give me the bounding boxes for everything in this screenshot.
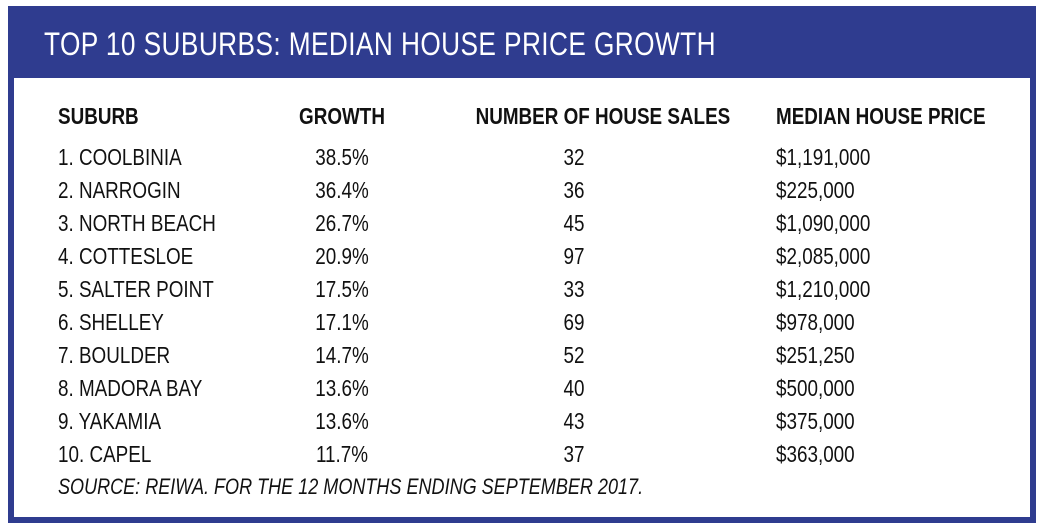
cell-growth: 13.6% xyxy=(315,408,369,434)
cell-growth: 13.6% xyxy=(315,375,369,401)
cell-suburb: 7. BOULDER xyxy=(58,342,171,368)
cell-suburb: 8. MADORA BAY xyxy=(58,375,203,401)
header-suburb: SUBURB xyxy=(58,103,139,129)
cell-price: $500,000 xyxy=(776,375,855,401)
source-note: SOURCE: REIWA. FOR THE 12 MONTHS ENDING … xyxy=(58,474,644,499)
cell-sales: 45 xyxy=(563,210,585,236)
cell-sales: 52 xyxy=(563,342,585,368)
header-sales: NUMBER OF HOUSE SALES xyxy=(475,103,731,129)
table-row: 7. BOULDER 14.7% 52 $251,250 xyxy=(14,339,1030,371)
cell-price: $1,210,000 xyxy=(776,276,871,302)
title-bar: TOP 10 SUBURBS: MEDIAN HOUSE PRICE GROWT… xyxy=(14,12,1030,78)
cell-growth: 20.9% xyxy=(315,243,369,269)
header-price: MEDIAN HOUSE PRICE xyxy=(776,103,986,129)
cell-suburb: 1. COOLBINIA xyxy=(58,144,182,170)
cell-suburb: 5. SALTER POINT xyxy=(58,276,214,302)
table-row: 9. YAKAMIA 13.6% 43 $375,000 xyxy=(14,405,1030,437)
cell-growth: 36.4% xyxy=(315,177,369,203)
cell-growth: 38.5% xyxy=(315,144,369,170)
header-growth: GROWTH xyxy=(299,103,385,129)
cell-sales: 97 xyxy=(563,243,585,269)
cell-price: $251,250 xyxy=(776,342,855,368)
cell-growth: 26.7% xyxy=(315,210,369,236)
cell-sales: 40 xyxy=(563,375,585,401)
cell-suburb: 6. SHELLEY xyxy=(58,309,164,335)
table-row: 10. CAPEL 11.7% 37 $363,000 xyxy=(14,438,1030,470)
table-row: 3. NORTH BEACH 26.7% 45 $1,090,000 xyxy=(14,207,1030,239)
table-row: 2. NARROGIN 36.4% 36 $225,000 xyxy=(14,174,1030,206)
cell-growth: 14.7% xyxy=(315,342,369,368)
cell-suburb: 2. NARROGIN xyxy=(58,177,181,203)
cell-price: $2,085,000 xyxy=(776,243,871,269)
cell-growth: 17.1% xyxy=(315,309,369,335)
cell-sales: 33 xyxy=(563,276,585,302)
cell-growth: 11.7% xyxy=(315,441,369,467)
table-row: 6. SHELLEY 17.1% 69 $978,000 xyxy=(14,306,1030,338)
table-row: 5. SALTER POINT 17.5% 33 $1,210,000 xyxy=(14,273,1030,305)
cell-sales: 69 xyxy=(563,309,585,335)
cell-sales: 37 xyxy=(563,441,585,467)
cell-price: $1,090,000 xyxy=(776,210,871,236)
cell-suburb: 3. NORTH BEACH xyxy=(58,210,216,236)
cell-sales: 32 xyxy=(563,144,585,170)
table-row: 4. COTTESLOE 20.9% 97 $2,085,000 xyxy=(14,240,1030,272)
cell-sales: 36 xyxy=(563,177,585,203)
page-title: TOP 10 SUBURBS: MEDIAN HOUSE PRICE GROWT… xyxy=(44,26,716,62)
cell-price: $978,000 xyxy=(776,309,855,335)
cell-suburb: 9. YAKAMIA xyxy=(58,408,162,434)
cell-price: $225,000 xyxy=(776,177,855,203)
cell-suburb: 10. CAPEL xyxy=(58,441,152,467)
cell-sales: 43 xyxy=(563,408,585,434)
cell-growth: 17.5% xyxy=(315,276,369,302)
table-header-row: SUBURB GROWTH NUMBER OF HOUSE SALES MEDI… xyxy=(14,100,1030,132)
table-frame: TOP 10 SUBURBS: MEDIAN HOUSE PRICE GROWT… xyxy=(8,6,1036,523)
cell-price: $363,000 xyxy=(776,441,855,467)
cell-price: $375,000 xyxy=(776,408,855,434)
cell-price: $1,191,000 xyxy=(776,144,871,170)
table-row: 8. MADORA BAY 13.6% 40 $500,000 xyxy=(14,372,1030,404)
cell-suburb: 4. COTTESLOE xyxy=(58,243,194,269)
table-row: 1. COOLBINIA 38.5% 32 $1,191,000 xyxy=(14,141,1030,173)
